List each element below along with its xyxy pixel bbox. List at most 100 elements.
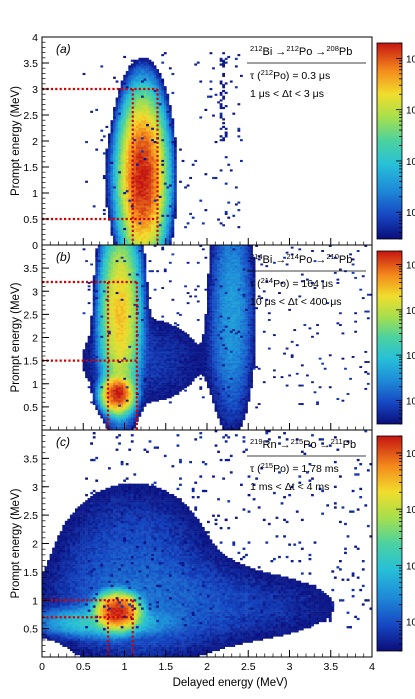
heatmap-cell [141, 212, 144, 215]
heatmap-cell [118, 139, 121, 142]
heatmap-cell [95, 312, 99, 315]
heatmap-cell [168, 235, 172, 238]
heatmap-cell [168, 195, 172, 198]
heatmap-cell [146, 156, 149, 159]
heatmap-cell [128, 122, 132, 125]
heatmap-cell [163, 163, 167, 166]
heatmap-cell [102, 379, 106, 382]
heatmap-cell [163, 93, 167, 96]
heatmap-cell [100, 349, 104, 352]
heatmap-cell [138, 335, 142, 338]
heatmap-cell [115, 271, 119, 274]
heatmap-cell [156, 169, 160, 172]
heatmap-cell [161, 144, 165, 147]
heatmap-cell [125, 214, 129, 217]
heatmap-cell [161, 227, 165, 231]
heatmap-cell [138, 293, 142, 296]
heatmap-cell [118, 376, 121, 379]
heatmap-cell [158, 131, 162, 134]
heatmap-cell [115, 297, 119, 300]
heatmap-cell [105, 352, 109, 355]
heatmap-cell [115, 97, 119, 100]
heatmap-cell [141, 239, 144, 242]
heatmap-cell [151, 91, 154, 94]
heatmap-cell [95, 347, 99, 350]
heatmap-cell [120, 210, 124, 214]
heatmap-cell [120, 229, 124, 233]
heatmap-cell [123, 382, 127, 385]
heatmap-cell [108, 192, 111, 195]
heatmap-cell [113, 418, 116, 421]
heatmap-cell [120, 320, 124, 323]
heatmap-cell [166, 156, 170, 159]
heatmap-cell [115, 248, 119, 251]
heatmap-cell [153, 108, 157, 111]
heatmap-cell [123, 233, 127, 236]
heatmap-cell [141, 362, 144, 365]
heatmap-cell [143, 184, 147, 187]
heatmap-cell [125, 384, 129, 387]
heatmap-cell [90, 347, 94, 350]
heatmap-cell [113, 256, 116, 259]
heatmap-cell [143, 369, 147, 372]
heatmap-cell [219, 105, 223, 108]
heatmap-cell [128, 369, 132, 372]
heatmap-cell [120, 261, 124, 264]
heatmap-cell [125, 235, 129, 238]
heatmap-cell [110, 171, 114, 174]
heatmap-cell [128, 406, 132, 409]
heatmap-cell [130, 411, 134, 414]
heatmap-cell [130, 165, 134, 168]
heatmap-cell [138, 334, 142, 337]
heatmap-cell [118, 273, 121, 276]
heatmap-cell [141, 103, 144, 106]
heatmap-cell [174, 197, 177, 200]
heatmap-cell [108, 426, 111, 429]
heatmap-cell [105, 379, 109, 382]
heatmap-cell [90, 386, 94, 389]
heatmap-cell [143, 266, 147, 269]
heatmap-cell [166, 186, 170, 189]
heatmap-cell [105, 409, 109, 412]
heatmap-cell [158, 193, 162, 197]
heatmap-cell [113, 302, 116, 305]
heatmap-cell [125, 255, 129, 258]
heatmap-cell [135, 270, 139, 273]
heatmap-cell [105, 345, 109, 348]
heatmap-cell [133, 156, 137, 159]
heatmap-cell [143, 173, 147, 176]
heatmap-cell [135, 59, 139, 62]
heatmap-cell [125, 260, 129, 263]
heatmap-cell [102, 260, 106, 263]
heatmap-cell [128, 150, 132, 153]
heatmap-cell [105, 251, 109, 254]
heatmap-cell [138, 235, 142, 238]
heatmap-cell [171, 210, 175, 214]
heatmap-cell [125, 231, 129, 234]
heatmap-cell [158, 127, 162, 130]
heatmap-cell [120, 237, 124, 240]
heatmap-cell [130, 298, 134, 301]
heatmap-cell [110, 178, 114, 181]
heatmap-cell [100, 297, 104, 300]
heatmap-cell [120, 266, 124, 269]
heatmap-cell [141, 391, 144, 394]
heatmap-cell [133, 350, 137, 353]
heatmap-cell [97, 376, 101, 379]
heatmap-cell [168, 239, 172, 242]
heatmap-cell [135, 255, 139, 258]
heatmap-cell [128, 188, 132, 191]
heatmap-cell [166, 154, 170, 157]
heatmap-cell [110, 255, 114, 258]
heatmap-cell [166, 210, 170, 214]
heatmap-cell [113, 210, 116, 214]
heatmap-cell [141, 255, 144, 258]
heatmap-cell [133, 290, 137, 293]
heatmap-cell [125, 354, 129, 357]
heatmap-cell [118, 97, 121, 100]
heatmap-cell [130, 175, 134, 178]
heatmap-cell [125, 394, 129, 397]
heatmap-cell [113, 112, 116, 115]
heatmap-cell [146, 146, 149, 149]
heatmap-cell [224, 182, 228, 185]
